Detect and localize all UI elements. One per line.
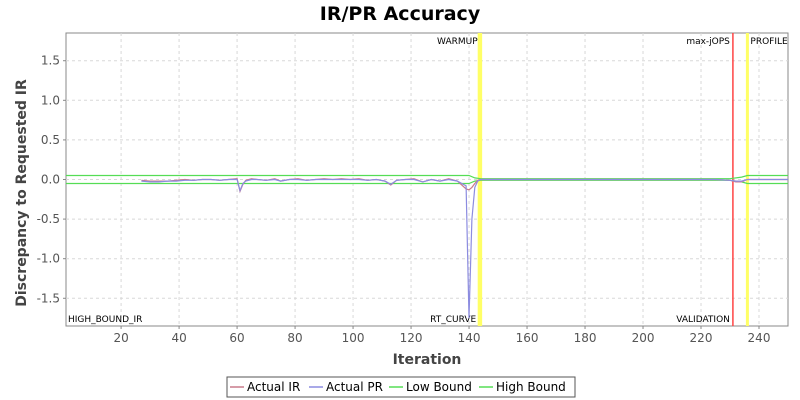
plot-area: WARMUPRT_CURVEmax-jOPSVALIDATIONPROFILE … bbox=[65, 32, 789, 327]
x-tick-label: 60 bbox=[229, 331, 244, 345]
marker-label: WARMUP bbox=[437, 37, 478, 47]
y-tick-label: -1.5 bbox=[37, 291, 60, 305]
annotations: HIGH_BOUND_IR bbox=[68, 315, 142, 325]
marker-label: VALIDATION bbox=[676, 315, 730, 325]
y-tick-label: -0.5 bbox=[37, 212, 60, 226]
chart-title: IR/PR Accuracy bbox=[320, 3, 481, 25]
x-tick-label: 220 bbox=[690, 331, 713, 345]
series bbox=[66, 174, 788, 319]
x-tick-label: 40 bbox=[171, 331, 186, 345]
marker-label: PROFILE bbox=[750, 37, 788, 47]
y-tick-label: 1.5 bbox=[41, 54, 60, 68]
legend-entry: High Bound bbox=[496, 380, 566, 394]
x-tick-label: 160 bbox=[516, 331, 539, 345]
marker-label: RT_CURVE bbox=[430, 315, 476, 325]
y-axis-label: Discrepancy to Requested IR bbox=[14, 79, 30, 307]
marker-label: max-jOPS bbox=[686, 37, 730, 47]
legend-entry: Actual IR bbox=[247, 380, 300, 394]
x-tick-label: 100 bbox=[342, 331, 365, 345]
x-tick-label: 200 bbox=[632, 331, 655, 345]
x-tick-label: 120 bbox=[400, 331, 423, 345]
x-axis-ticks: 20 40 60 80 100 120 140 160 180 200 220 240 bbox=[113, 326, 770, 345]
x-axis-label: Iteration bbox=[393, 352, 462, 368]
series-line-actual-pr bbox=[141, 178, 788, 319]
y-axis-ticks: 1.5 1.0 0.5 0.0 -0.5 -1.0 -1.5 bbox=[37, 54, 66, 305]
x-tick-label: 180 bbox=[574, 331, 597, 345]
annotation-label: HIGH_BOUND_IR bbox=[68, 315, 142, 325]
x-tick-label: 140 bbox=[458, 331, 481, 345]
x-tick-label: 240 bbox=[748, 331, 771, 345]
series-line-low-bound bbox=[66, 179, 788, 185]
x-tick-label: 20 bbox=[113, 331, 128, 345]
x-tick-label: 80 bbox=[287, 331, 302, 345]
y-tick-label: -1.0 bbox=[37, 252, 60, 266]
legend-entry: Actual PR bbox=[326, 380, 383, 394]
y-tick-label: 1.0 bbox=[41, 93, 60, 107]
y-tick-label: 0.0 bbox=[41, 173, 60, 187]
series-line-high-bound bbox=[66, 174, 788, 180]
legend: Actual IR Actual PR Low Bound High Bound bbox=[226, 376, 576, 398]
legend-entry: Low Bound bbox=[406, 380, 472, 394]
y-tick-label: 0.5 bbox=[41, 133, 60, 147]
